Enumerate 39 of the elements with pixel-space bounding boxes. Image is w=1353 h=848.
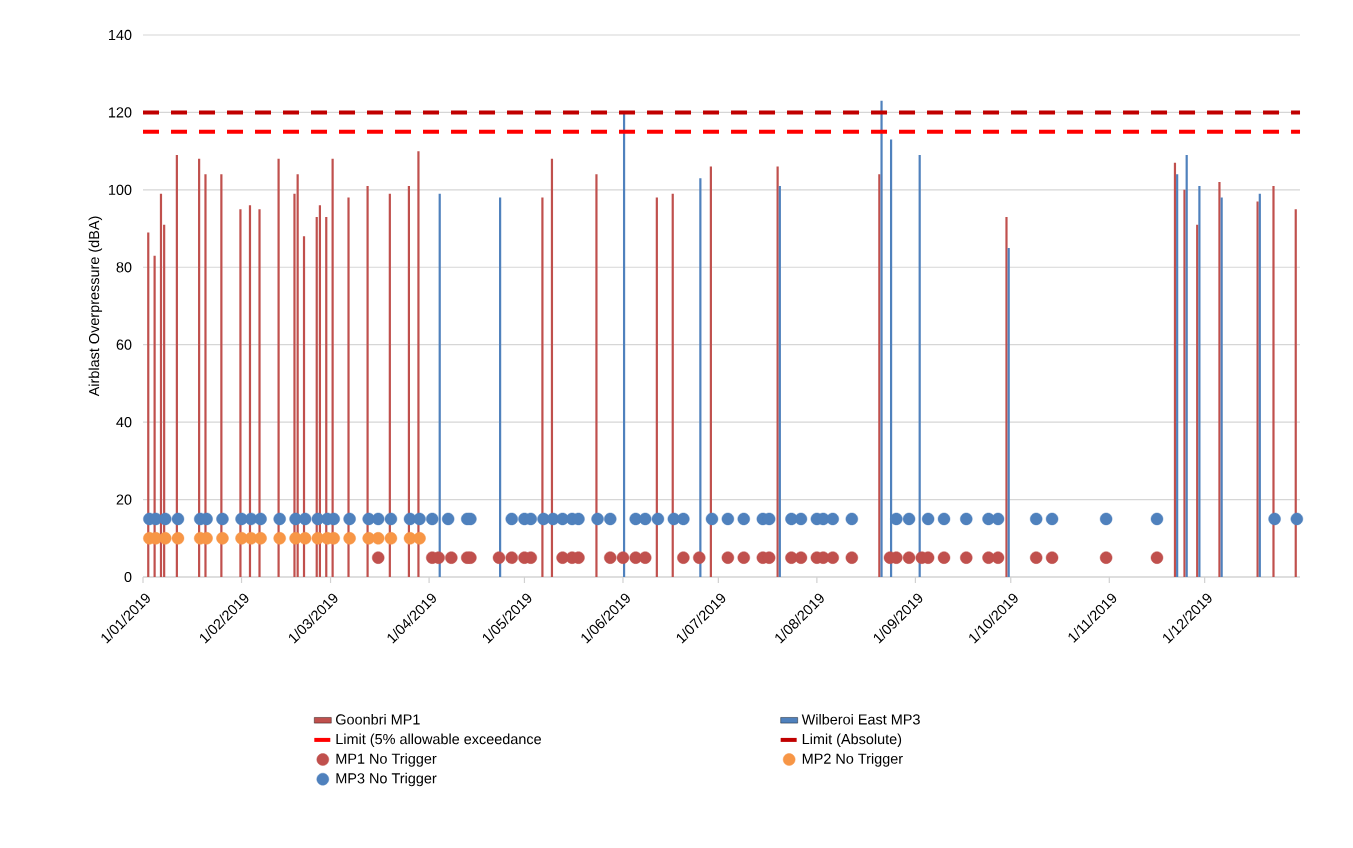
y-tick-label: 60 bbox=[116, 339, 132, 350]
y-tick-label: 100 bbox=[108, 184, 132, 195]
bar bbox=[1272, 185, 1275, 577]
bar bbox=[778, 185, 781, 577]
bar bbox=[1258, 193, 1261, 577]
bar bbox=[1198, 185, 1201, 577]
bar bbox=[878, 174, 881, 577]
legend-label: Limit (5% allowable exceedance bbox=[336, 733, 541, 748]
bar bbox=[258, 209, 261, 577]
y-tick-label: 80 bbox=[116, 262, 132, 273]
bar bbox=[541, 197, 544, 577]
bar bbox=[1196, 224, 1199, 577]
bar bbox=[1218, 182, 1221, 577]
bar bbox=[595, 174, 598, 577]
bar bbox=[277, 158, 280, 577]
y-axis-title: Airblast Overpressure (dBA) bbox=[88, 216, 103, 397]
bar bbox=[347, 197, 350, 577]
bar bbox=[1220, 197, 1223, 577]
legend-label: Limit (Absolute) bbox=[802, 733, 902, 748]
bar bbox=[1256, 201, 1259, 577]
legend-label: Wilberoi East MP3 bbox=[801, 713, 920, 725]
y-tick-label: 120 bbox=[108, 107, 132, 118]
legend-label: Goonbri MP1 bbox=[336, 713, 420, 725]
y-tick-label: 20 bbox=[116, 494, 132, 505]
bar bbox=[1176, 174, 1179, 577]
bar bbox=[1007, 247, 1010, 577]
legend-label: MP3 No Trigger bbox=[336, 772, 437, 787]
bar bbox=[880, 100, 883, 577]
bar bbox=[366, 185, 369, 577]
bar bbox=[1183, 189, 1186, 577]
y-tick-label: 140 bbox=[108, 29, 132, 41]
bar bbox=[417, 151, 420, 577]
y-tick-label: 40 bbox=[116, 417, 132, 428]
bar bbox=[1173, 162, 1177, 577]
y-tick-label: 0 bbox=[124, 571, 132, 583]
legend-label: MP1 No Trigger bbox=[336, 753, 437, 767]
legend-label: MP2 No Trigger bbox=[802, 753, 903, 767]
bar bbox=[239, 209, 242, 577]
bar bbox=[1185, 155, 1188, 577]
